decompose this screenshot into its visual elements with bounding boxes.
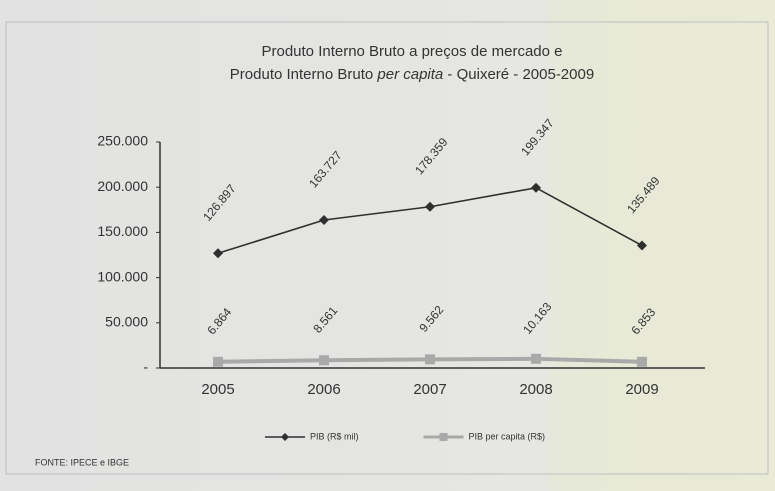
title-part: - Quixeré - 2005-2009 <box>443 66 594 83</box>
marker <box>531 353 541 364</box>
y-tick-label: 150.000 <box>97 223 148 239</box>
marker <box>213 248 223 259</box>
x-tick-label: 2007 <box>413 381 446 398</box>
legend-marker <box>439 433 448 441</box>
marker <box>319 355 329 366</box>
marker <box>213 356 223 367</box>
x-tick-label: 2006 <box>307 381 340 398</box>
marker <box>637 240 647 251</box>
marker <box>531 182 541 193</box>
chart-title: Produto Interno Bruto per capita - Quixe… <box>230 66 594 83</box>
marker <box>425 201 435 212</box>
chart-frame <box>5 21 769 475</box>
source: FONTE: IPECE e IBGE <box>35 457 129 467</box>
x-tick-label: 2008 <box>519 381 552 398</box>
y-tick-label: 250.000 <box>97 133 148 149</box>
y-tick-label: 100.000 <box>97 268 148 284</box>
y-tick-label: 200.000 <box>97 178 148 194</box>
y-tick-label: - <box>143 359 148 375</box>
legend-label: PIB per capita (R$) <box>469 431 546 441</box>
marker <box>319 214 329 225</box>
title-part: per capita <box>376 66 443 83</box>
marker <box>425 354 435 365</box>
x-tick-label: 2009 <box>625 381 658 398</box>
legend-label: PIB (R$ mil) <box>310 431 359 441</box>
chart-title: Produto Interno Bruto a preços de mercad… <box>261 43 562 60</box>
marker <box>637 356 647 367</box>
title-part: Produto Interno Bruto <box>230 66 378 83</box>
y-tick-label: 50.000 <box>105 314 148 330</box>
legend-marker <box>281 433 289 441</box>
x-tick-label: 2005 <box>201 381 234 398</box>
